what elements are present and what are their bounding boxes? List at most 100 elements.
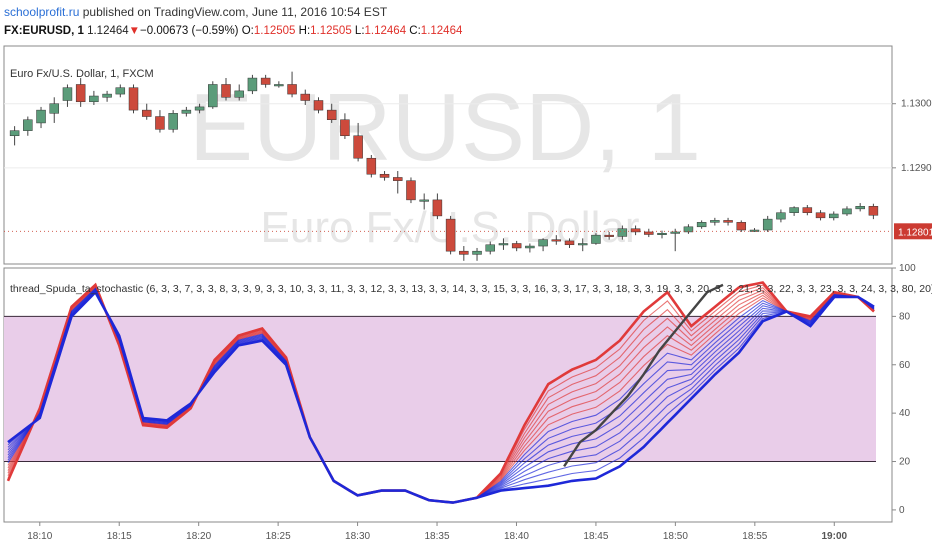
candle-up — [247, 77, 258, 92]
candle-up — [710, 220, 720, 223]
time-tick-label: 19:00 — [821, 531, 847, 542]
high-value: 1.12505 — [310, 25, 352, 37]
candle-up — [696, 222, 707, 228]
candle-down — [340, 119, 350, 137]
stochastic-line-mid — [563, 283, 724, 468]
indicator-legend: thread_Spuda_ta_stochastic (6, 3, 3, 7, … — [10, 283, 932, 295]
symbol-label: FX:EURUSD, 1 — [4, 25, 84, 37]
candle-up — [829, 213, 839, 219]
candle-up — [776, 212, 786, 220]
candle-up — [617, 228, 628, 237]
symbol-ohlc-bar: FX:EURUSD, 1 1.12464▼−0.00673 (−0.59%) O… — [4, 25, 462, 37]
candle-down — [551, 239, 562, 242]
candle-up — [591, 234, 601, 244]
candle-down — [644, 231, 654, 235]
candle-up — [525, 245, 535, 249]
candle-up — [498, 243, 509, 246]
price-change: −0.00673 (−0.59%) — [140, 25, 239, 37]
candle-up — [670, 231, 680, 234]
candle-down — [459, 250, 469, 255]
candle-down — [604, 234, 614, 237]
indicator-tick-label: 100 — [899, 263, 916, 274]
candle-up — [23, 119, 33, 131]
candle-up — [62, 87, 73, 101]
candle-up — [234, 90, 244, 98]
candle-up — [168, 113, 178, 130]
indicator-tick-label: 0 — [899, 505, 905, 516]
open-value: 1.12505 — [253, 25, 296, 37]
publish-info: schoolprofit.ru published on TradingView… — [4, 5, 387, 19]
watermark-symbol: EURUSD, 1 — [189, 74, 701, 181]
candle-down — [379, 173, 390, 178]
candle-up — [208, 84, 218, 108]
indicator-tick-label: 20 — [899, 457, 911, 468]
candle-up — [115, 87, 126, 95]
candle-down — [432, 199, 443, 217]
candle-up — [49, 103, 59, 114]
candle-down — [75, 84, 86, 103]
candle-down — [406, 180, 416, 201]
price-tick-label: 1.12900 — [901, 163, 932, 174]
price-legend: Euro Fx/U.S. Dollar, 1, FXCM — [10, 68, 154, 80]
site-link[interactable]: schoolprofit.ru — [4, 5, 80, 19]
time-tick-label: 18:25 — [266, 531, 291, 542]
candle-up — [577, 243, 588, 246]
candle-down — [141, 109, 152, 117]
time-tick-label: 18:45 — [583, 531, 608, 542]
published-text: published on TradingView.com, June 11, 2… — [82, 5, 388, 19]
indicator-tick-label: 80 — [899, 311, 911, 322]
candle-down — [300, 93, 311, 101]
candle-up — [472, 250, 482, 255]
candle-up — [683, 226, 694, 233]
time-tick-label: 18:10 — [27, 531, 52, 542]
time-tick-label: 18:50 — [663, 531, 688, 542]
time-tick-label: 18:35 — [425, 531, 450, 542]
candle-down — [353, 135, 363, 159]
stochastic-line-blue — [7, 290, 875, 504]
low-label: L: — [354, 25, 365, 37]
stochastic-lines — [6, 281, 875, 504]
candle-down — [564, 240, 575, 246]
candle-up — [855, 206, 865, 210]
candle-up — [36, 109, 46, 124]
open-label: O: — [241, 25, 254, 37]
high-label: H: — [298, 25, 311, 37]
candle-up — [194, 106, 205, 111]
candle-down — [393, 177, 403, 181]
candle-up — [9, 130, 20, 137]
candle-down — [815, 212, 826, 219]
candle-up — [749, 229, 760, 232]
candle-down — [445, 218, 456, 252]
low-value: 1.12464 — [364, 25, 407, 37]
time-tick-label: 18:30 — [345, 531, 370, 542]
candle-up — [274, 84, 284, 87]
candle-up — [485, 244, 495, 252]
candle-down — [802, 207, 813, 213]
last-price: 1.12464 — [87, 25, 129, 37]
indicator-tick-label: 60 — [899, 360, 911, 371]
candle-down — [326, 109, 337, 120]
candle-up — [89, 95, 99, 103]
close-label: C: — [409, 25, 421, 37]
price-tick-label: 1.13000 — [901, 99, 932, 110]
candle-down — [736, 222, 747, 231]
time-tick-label: 18:20 — [186, 531, 211, 542]
candle-down — [313, 100, 324, 111]
candle-up — [538, 239, 548, 247]
candle-up — [842, 208, 852, 215]
candle-down — [868, 206, 879, 216]
close-value: 1.12464 — [420, 25, 463, 37]
candle-down — [128, 87, 139, 111]
candle-down — [511, 243, 522, 249]
indicator-tick-label: 40 — [899, 408, 911, 419]
candle-up — [102, 93, 112, 98]
down-triangle-icon: ▼ — [128, 25, 141, 37]
time-tick-label: 18:55 — [742, 531, 767, 542]
candle-down — [723, 220, 733, 223]
last-price-badge — [894, 223, 932, 240]
candle-up — [762, 218, 773, 231]
last-price-badge-label: 1.12801 — [898, 227, 932, 238]
candle-down — [155, 116, 165, 130]
time-tick-label: 18:40 — [504, 531, 529, 542]
